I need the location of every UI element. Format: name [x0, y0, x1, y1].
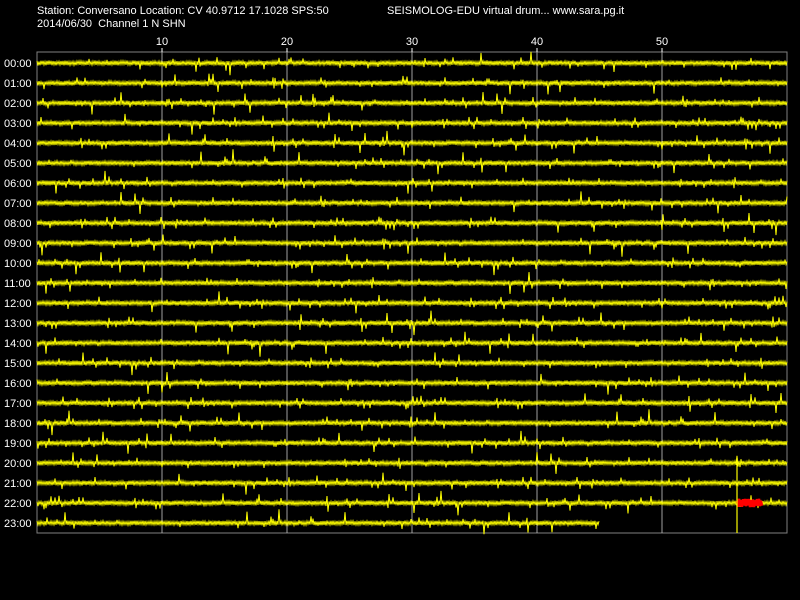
row-label-1100: 11:00	[4, 278, 31, 290]
trace-row-1700	[36, 393, 788, 413]
trace-row-2300	[36, 509, 600, 535]
trace-row-0600	[36, 170, 788, 194]
row-label-0700: 07:00	[4, 198, 32, 210]
row-label-2200: 22:00	[4, 498, 32, 510]
row-label-1600: 16:00	[4, 378, 32, 390]
trace-row-1400	[36, 331, 788, 357]
trace-row-0700	[36, 191, 788, 214]
row-label-1700: 17:00	[4, 398, 32, 410]
row-label-0300: 03:00	[4, 118, 32, 130]
row-label-0400: 04:00	[4, 138, 32, 150]
trace-row-1300	[36, 310, 788, 336]
event-trace	[735, 498, 764, 508]
trace-row-0400	[36, 130, 788, 156]
trace-row-0100	[36, 73, 788, 95]
row-label-0500: 05:00	[4, 158, 32, 170]
row-label-1900: 19:00	[4, 438, 32, 450]
trace-row-2200	[36, 490, 788, 516]
row-label-1400: 14:00	[4, 338, 32, 350]
station-info: Station: Conversano Location: CV 40.9712…	[37, 5, 329, 17]
trace-row-1200	[36, 291, 788, 314]
tick-label-minute-30: 30	[406, 36, 418, 48]
row-label-0100: 01:00	[4, 78, 32, 90]
trace-row-2000	[36, 452, 788, 474]
trace-row-0900	[36, 234, 788, 257]
trace-row-1900	[36, 430, 788, 454]
row-label-0200: 02:00	[4, 98, 32, 110]
trace-row-0500	[36, 149, 788, 175]
trace-row-1100	[36, 272, 788, 294]
brand-text: SEISMOLOG-EDU virtual drum... www.sara.p…	[387, 5, 625, 17]
trace-row-1800	[36, 409, 788, 436]
trace-row-1500	[36, 352, 788, 376]
row-label-2000: 20:00	[4, 458, 32, 470]
trace-row-2100	[36, 472, 788, 495]
tick-label-minute-10: 10	[156, 36, 168, 48]
row-label-0000: 00:00	[4, 58, 32, 70]
row-label-1300: 13:00	[4, 318, 32, 330]
trace-row-1600	[36, 372, 788, 395]
trace-row-1000	[36, 252, 788, 276]
row-label-0900: 09:00	[4, 238, 32, 250]
row-label-1000: 10:00	[4, 258, 32, 270]
row-label-1500: 15:00	[4, 358, 32, 370]
date-channel-info: 2014/06/30 Channel 1 N SHN	[37, 18, 186, 30]
row-label-2300: 23:00	[4, 518, 32, 530]
row-label-0800: 08:00	[4, 218, 32, 230]
trace-row-0800	[36, 213, 788, 236]
row-label-1800: 18:00	[4, 418, 32, 430]
trace-row-0300	[36, 112, 788, 135]
trace-row-0000	[36, 51, 788, 76]
trace-row-0200	[36, 92, 788, 115]
tick-label-minute-20: 20	[281, 36, 293, 48]
row-label-0600: 06:00	[4, 178, 32, 190]
tick-label-minute-40: 40	[531, 36, 543, 48]
tick-label-minute-50: 50	[656, 36, 668, 48]
row-label-2100: 21:00	[4, 478, 32, 490]
row-label-1200: 12:00	[4, 298, 32, 310]
